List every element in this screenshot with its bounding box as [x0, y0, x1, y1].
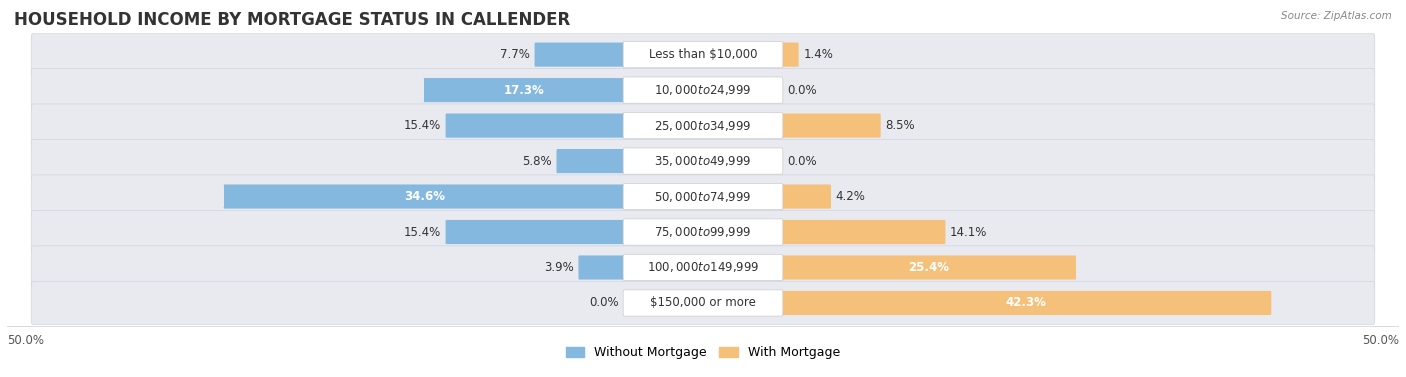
Text: 0.0%: 0.0%: [787, 84, 817, 97]
FancyBboxPatch shape: [623, 290, 783, 316]
FancyBboxPatch shape: [782, 184, 831, 208]
Text: $25,000 to $34,999: $25,000 to $34,999: [654, 119, 752, 133]
Text: 0.0%: 0.0%: [787, 155, 817, 167]
Text: 34.6%: 34.6%: [404, 190, 444, 203]
Text: Source: ZipAtlas.com: Source: ZipAtlas.com: [1281, 11, 1392, 21]
FancyBboxPatch shape: [31, 139, 1375, 183]
FancyBboxPatch shape: [534, 43, 624, 67]
FancyBboxPatch shape: [446, 113, 624, 138]
FancyBboxPatch shape: [31, 246, 1375, 289]
FancyBboxPatch shape: [423, 78, 624, 102]
FancyBboxPatch shape: [1274, 292, 1339, 314]
FancyBboxPatch shape: [446, 220, 624, 244]
Text: 17.3%: 17.3%: [382, 84, 419, 97]
FancyBboxPatch shape: [557, 149, 624, 173]
FancyBboxPatch shape: [31, 104, 1375, 147]
FancyBboxPatch shape: [623, 77, 783, 103]
FancyBboxPatch shape: [623, 112, 783, 139]
Text: 42.3%: 42.3%: [1005, 296, 1046, 310]
Text: 14.1%: 14.1%: [950, 225, 987, 239]
Text: 4.2%: 4.2%: [835, 190, 866, 203]
FancyBboxPatch shape: [782, 220, 945, 244]
Legend: Without Mortgage, With Mortgage: Without Mortgage, With Mortgage: [561, 341, 845, 364]
Text: 50.0%: 50.0%: [7, 334, 44, 347]
FancyBboxPatch shape: [224, 184, 624, 208]
Text: 34.6%: 34.6%: [181, 190, 219, 203]
Text: Less than $10,000: Less than $10,000: [648, 48, 758, 61]
Text: $35,000 to $49,999: $35,000 to $49,999: [654, 154, 752, 168]
FancyBboxPatch shape: [623, 41, 783, 68]
Text: $50,000 to $74,999: $50,000 to $74,999: [654, 190, 752, 204]
FancyBboxPatch shape: [623, 254, 783, 280]
FancyBboxPatch shape: [782, 113, 880, 138]
Text: 25.4%: 25.4%: [908, 261, 949, 274]
Text: $150,000 or more: $150,000 or more: [650, 296, 756, 310]
Text: $75,000 to $99,999: $75,000 to $99,999: [654, 225, 752, 239]
FancyBboxPatch shape: [1078, 257, 1143, 278]
FancyBboxPatch shape: [578, 256, 624, 280]
Text: 15.4%: 15.4%: [404, 119, 441, 132]
FancyBboxPatch shape: [782, 256, 1076, 280]
Text: 8.5%: 8.5%: [886, 119, 915, 132]
Text: $100,000 to $149,999: $100,000 to $149,999: [647, 261, 759, 274]
Text: 50.0%: 50.0%: [1362, 334, 1399, 347]
Text: 42.3%: 42.3%: [1275, 296, 1313, 310]
Text: 25.4%: 25.4%: [1081, 261, 1118, 274]
Text: 7.7%: 7.7%: [501, 48, 530, 61]
FancyBboxPatch shape: [782, 43, 799, 67]
FancyBboxPatch shape: [31, 69, 1375, 112]
FancyBboxPatch shape: [782, 291, 1271, 315]
FancyBboxPatch shape: [31, 175, 1375, 218]
FancyBboxPatch shape: [359, 80, 425, 101]
FancyBboxPatch shape: [31, 281, 1375, 325]
FancyBboxPatch shape: [31, 210, 1375, 254]
Text: HOUSEHOLD INCOME BY MORTGAGE STATUS IN CALLENDER: HOUSEHOLD INCOME BY MORTGAGE STATUS IN C…: [14, 11, 571, 29]
Text: 15.4%: 15.4%: [404, 225, 441, 239]
Text: $10,000 to $24,999: $10,000 to $24,999: [654, 83, 752, 97]
Text: 1.4%: 1.4%: [803, 48, 834, 61]
FancyBboxPatch shape: [159, 186, 225, 207]
FancyBboxPatch shape: [623, 183, 783, 210]
Text: 3.9%: 3.9%: [544, 261, 574, 274]
FancyBboxPatch shape: [31, 33, 1375, 76]
Text: 17.3%: 17.3%: [503, 84, 544, 97]
Text: 0.0%: 0.0%: [589, 296, 619, 310]
FancyBboxPatch shape: [623, 219, 783, 245]
Text: 5.8%: 5.8%: [522, 155, 553, 167]
FancyBboxPatch shape: [623, 148, 783, 174]
